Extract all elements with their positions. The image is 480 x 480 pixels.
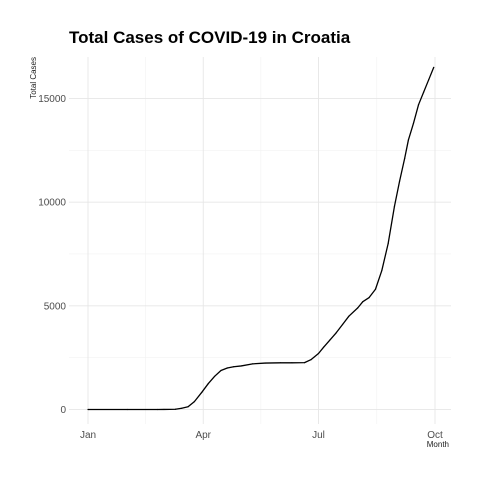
- x-tick-label: Oct: [427, 430, 443, 441]
- data-point: [335, 332, 337, 334]
- data-point: [181, 407, 183, 409]
- data-point: [126, 408, 128, 411]
- data-point: [398, 180, 401, 183]
- data-point: [407, 139, 410, 141]
- y-tick-label: 0: [60, 405, 66, 416]
- data-point: [264, 362, 266, 364]
- data-point: [214, 375, 216, 377]
- x-tick-label: Jan: [80, 430, 96, 441]
- data-point: [322, 346, 325, 348]
- data-point: [220, 369, 222, 372]
- y-axis-label: Total Cases: [29, 57, 38, 99]
- data-point: [291, 362, 293, 364]
- data-point: [240, 365, 242, 367]
- data-point: [381, 269, 383, 272]
- data-point: [341, 323, 344, 326]
- x-tick-label: Apr: [195, 430, 211, 441]
- data-point: [303, 362, 306, 364]
- data-point: [193, 401, 195, 403]
- data-point: [87, 408, 89, 411]
- data-point: [157, 408, 159, 411]
- data-point: [252, 363, 254, 365]
- data-point: [412, 122, 415, 124]
- chart-title: Total Cases of COVID-19 in Croatia: [69, 28, 351, 47]
- data-point: [187, 406, 189, 408]
- data-point: [368, 296, 370, 299]
- x-axis-ticks: Jan Apr Jul Oct: [80, 430, 443, 441]
- series-line-0: [88, 67, 435, 411]
- data-point: [357, 307, 359, 309]
- data-point: [201, 391, 203, 393]
- data-point: [233, 366, 235, 368]
- data-point: [207, 382, 209, 385]
- data-point: [317, 352, 320, 355]
- y-axis-ticks: 0 5000 10000 15000: [38, 94, 66, 416]
- data-point: [348, 315, 350, 317]
- data-point: [433, 66, 435, 68]
- data-point: [387, 243, 389, 245]
- data-point: [279, 362, 282, 364]
- series-group: [87, 66, 435, 411]
- x-axis-label: Month: [427, 440, 449, 449]
- y-tick-label: 15000: [38, 94, 66, 105]
- y-tick-label: 5000: [44, 301, 67, 312]
- data-point: [404, 158, 406, 160]
- data-point: [417, 104, 420, 106]
- data-point: [423, 91, 425, 93]
- data-point: [329, 339, 331, 341]
- data-point: [393, 205, 396, 207]
- y-tick-label: 10000: [38, 198, 66, 209]
- data-point: [226, 367, 228, 369]
- data-point: [163, 408, 165, 411]
- data-point: [374, 288, 377, 290]
- data-point: [174, 408, 176, 410]
- data-point: [428, 79, 430, 81]
- data-point: [362, 301, 364, 303]
- data-point: [310, 359, 312, 361]
- x-tick-label: Jul: [312, 430, 325, 441]
